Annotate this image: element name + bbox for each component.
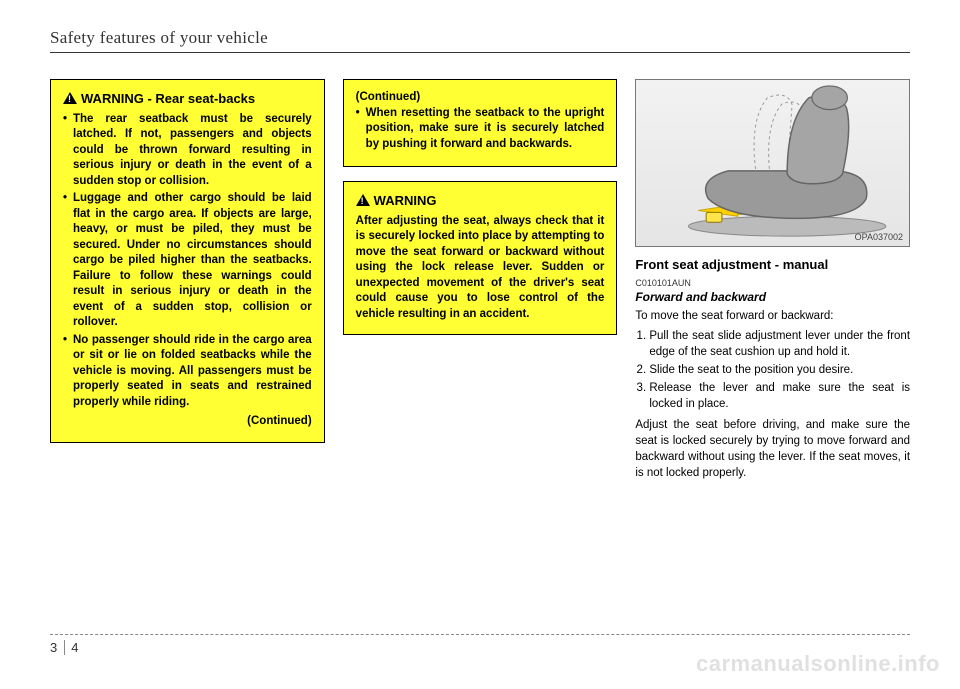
warning-item: Luggage and other cargo should be laid f…	[63, 191, 312, 331]
warning-label: WARNING	[374, 193, 437, 208]
seat-svg	[636, 80, 909, 246]
step-item: Slide the seat to the position you desir…	[649, 362, 910, 378]
outro-text: Adjust the seat before driving, and make…	[635, 417, 910, 481]
footer-divider	[50, 634, 910, 635]
column-1: WARNING - Rear seat-backs The rear seatb…	[50, 79, 325, 481]
warning-list: The rear seatback must be securely latch…	[63, 112, 312, 411]
warning-heading: WARNING	[356, 192, 605, 210]
warning-item: The rear seatback must be securely latch…	[63, 112, 312, 190]
illustration-code: OPA037002	[855, 232, 903, 242]
seat-illustration: OPA037002	[635, 79, 910, 247]
step-item: Pull the seat slide adjustment lever und…	[649, 328, 910, 360]
page-number-value: 4	[71, 640, 78, 655]
warning-subheading: - Rear seat-backs	[147, 91, 255, 106]
page-header: Safety features of your vehicle	[50, 28, 910, 53]
continued-heading: (Continued)	[356, 90, 605, 106]
step-item: Release the lever and make sure the seat…	[649, 380, 910, 412]
warning-body: After adjusting the seat, always check t…	[356, 214, 605, 323]
content-columns: WARNING - Rear seat-backs The rear seatb…	[50, 79, 910, 481]
warning-heading: WARNING - Rear seat-backs	[63, 90, 312, 108]
section-title: Front seat adjustment - manual	[635, 257, 910, 272]
page-number: 3 4	[50, 640, 78, 655]
column-3: OPA037002 Front seat adjustment - manual…	[635, 79, 910, 481]
watermark: carmanualsonline.info	[696, 651, 940, 677]
column-2: (Continued) When resetting the seatback …	[343, 79, 618, 481]
section-code: C010101AUN	[635, 278, 910, 288]
continued-item: When resetting the seatback to the uprig…	[356, 106, 605, 153]
continued-label: (Continued)	[63, 414, 312, 430]
warning-box-rear-seatbacks: WARNING - Rear seat-backs The rear seatb…	[50, 79, 325, 443]
continued-box: (Continued) When resetting the seatback …	[343, 79, 618, 167]
warning-triangle-icon	[356, 194, 370, 206]
continued-list: When resetting the seatback to the uprig…	[356, 106, 605, 153]
warning-triangle-icon	[63, 92, 77, 104]
section-number: 3	[50, 640, 65, 655]
warning-item: No passenger should ride in the cargo ar…	[63, 333, 312, 411]
intro-text: To move the seat forward or backward:	[635, 308, 910, 324]
warning-box-seat-adjust: WARNING After adjusting the seat, always…	[343, 181, 618, 335]
section-subhead: Forward and backward	[635, 290, 910, 304]
steps-list: Pull the seat slide adjustment lever und…	[635, 328, 910, 412]
warning-label: WARNING	[81, 91, 144, 106]
